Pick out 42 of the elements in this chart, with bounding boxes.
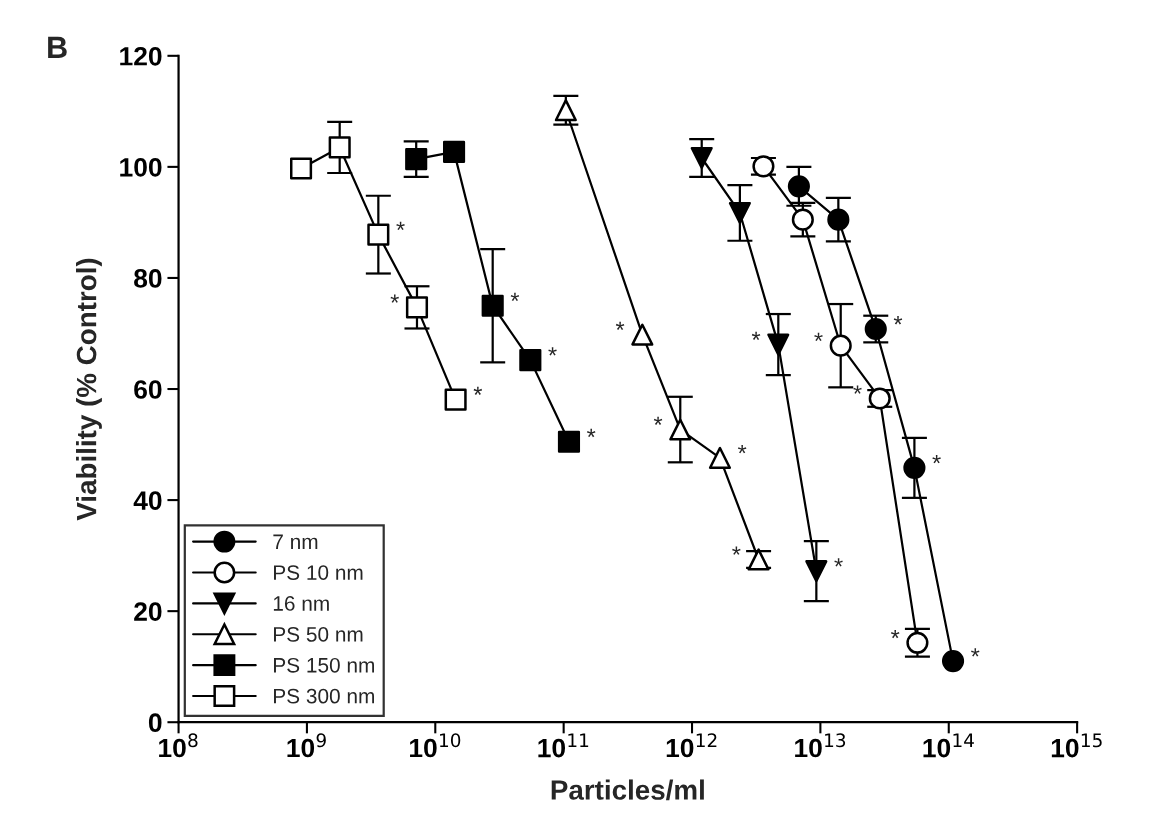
annotation: * <box>473 386 483 395</box>
x-tick-label: 10$^{11}$ <box>538 733 589 758</box>
annotation: * <box>971 648 980 657</box>
x-tick-label: 10$^{8}$ <box>159 733 198 758</box>
x-tick-label: 10$^{9}$ <box>287 733 326 758</box>
legend-label: PS 50 nm <box>274 627 363 642</box>
legend-label: 7 nm <box>273 534 318 549</box>
annotation: * <box>893 316 903 325</box>
x-tick-label: 10$^{12}$ <box>666 733 717 758</box>
y-tick-label: 80 <box>134 269 162 288</box>
x-tick-label: 10$^{15}$ <box>1051 733 1102 758</box>
x-tick-label: 10$^{13}$ <box>795 733 846 758</box>
legend-label: PS 300 nm <box>274 688 374 704</box>
y-tick-label: 100 <box>120 158 162 177</box>
y-tick-label: 40 <box>133 491 162 510</box>
y-axis-title: Viability (% Control) <box>76 258 102 521</box>
annotation: * <box>615 321 625 330</box>
annotation: * <box>396 221 405 230</box>
y-tick-label: 20 <box>134 602 162 621</box>
annotation: * <box>737 444 747 454</box>
annotation: * <box>732 546 741 555</box>
legend-label: 16 nm <box>273 596 329 611</box>
chart-title: B <box>48 36 67 58</box>
annotation: * <box>751 331 761 340</box>
annotation: * <box>390 294 399 303</box>
annotation: * <box>834 558 843 567</box>
annotation: * <box>853 385 862 394</box>
x-tick-label: 10$^{10}$ <box>410 733 461 758</box>
annotation: * <box>548 347 557 356</box>
annotation: * <box>653 416 663 425</box>
annotation: * <box>510 292 520 302</box>
y-tick-label: 60 <box>134 380 162 399</box>
annotation: * <box>814 332 823 342</box>
legend-label: PS 150 nm <box>274 657 374 673</box>
x-tick-label: 10$^{14}$ <box>923 733 974 758</box>
annotation: * <box>890 629 900 639</box>
legend-label: PS 10 nm <box>274 565 363 580</box>
y-tick-label: 0 <box>148 713 162 733</box>
annotation: * <box>932 454 941 464</box>
y-tick-label: 120 <box>120 46 162 66</box>
x-axis-title: Particles/ml <box>551 779 704 801</box>
annotation: * <box>586 428 596 438</box>
